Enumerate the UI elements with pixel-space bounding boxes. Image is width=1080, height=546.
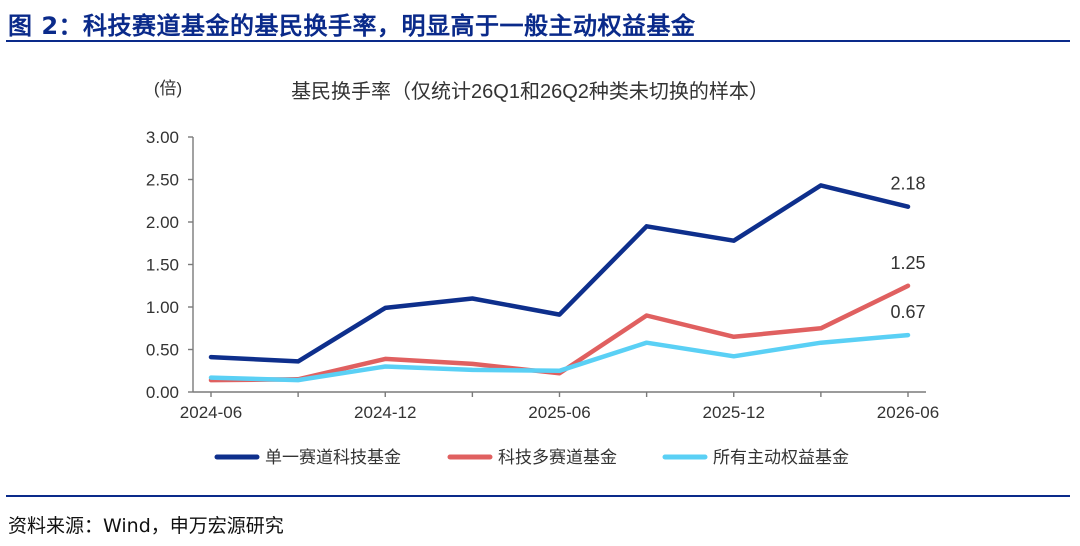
top-rule [6, 40, 1070, 42]
y-tick-label: 0.00 [146, 383, 179, 402]
y-axis: 0.00 0.50 1.00 1.50 2.00 2.50 3.00 [146, 128, 194, 402]
x-tick-label: 2024-06 [180, 403, 242, 422]
series-line-2 [208, 283, 911, 383]
data-label-3: 0.67 [890, 302, 925, 322]
figure-title: 图 2：科技赛道基金的基民换手率，明显高于一般主动权益基金 [8, 12, 696, 40]
line-chart: (倍) 基民换手率（仅统计26Q1和26Q2种类未切换的样本） 0.00 0.50… [146, 79, 939, 467]
legend-label-3: 所有主动权益基金 [713, 448, 849, 467]
y-tick-label: 1.50 [146, 256, 179, 275]
series-line-3 [208, 332, 911, 383]
bottom-rule [6, 495, 1070, 497]
legend-label-1: 单一赛道科技基金 [265, 447, 401, 467]
series-line-1 [208, 183, 911, 364]
y-tick-label: 0.50 [146, 341, 179, 360]
y-tick-label: 1.00 [146, 298, 179, 317]
legend: 单一赛道科技基金 科技多赛道基金 所有主动权益基金 [214, 447, 849, 467]
x-tick-label: 2026-06 [877, 403, 939, 422]
data-label-2: 1.25 [890, 253, 925, 273]
data-labels: 2.18 1.25 0.67 [890, 174, 925, 322]
x-tick-label: 2024-12 [354, 403, 416, 422]
source-note: 资料来源：Wind，申万宏源研究 [8, 515, 284, 537]
legend-label-2: 科技多赛道基金 [498, 447, 617, 467]
data-label-1: 2.18 [890, 174, 925, 194]
x-tick-label: 2025-06 [528, 403, 590, 422]
x-tick-label: 2025-12 [703, 403, 765, 422]
y-unit-label: (倍) [154, 79, 182, 98]
y-tick-label: 2.00 [146, 213, 179, 232]
x-axis: 2024-06 2024-12 2025-06 2025-12 2026-06 [180, 391, 939, 422]
y-tick-label: 2.50 [146, 171, 179, 190]
chart-title: 基民换手率（仅统计26Q1和26Q2种类未切换的样本） [291, 80, 769, 103]
series-lines [208, 183, 911, 383]
y-tick-label: 3.00 [146, 128, 179, 147]
